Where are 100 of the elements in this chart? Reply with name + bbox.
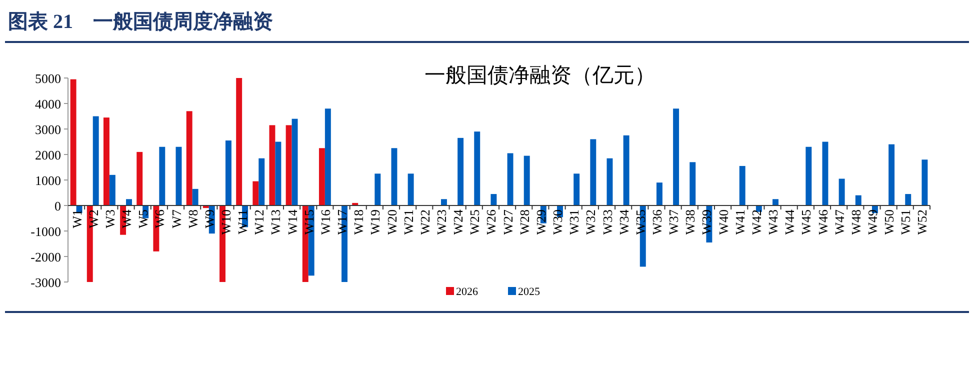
x-tick-label: W38 xyxy=(682,210,698,235)
x-tick-label: W15 xyxy=(301,210,316,235)
bar xyxy=(673,108,680,206)
x-tick-label: W10 xyxy=(218,210,234,235)
bar xyxy=(922,160,928,206)
x-tick-label: W6 xyxy=(152,209,168,228)
bar xyxy=(507,153,514,206)
x-tick-label: W37 xyxy=(666,209,682,235)
legend-label: 2026 xyxy=(456,286,478,298)
x-tick-label: W23 xyxy=(434,210,449,235)
bar xyxy=(225,140,232,206)
y-tick-label: 1000 xyxy=(35,173,61,188)
x-tick-label: W18 xyxy=(351,210,366,235)
x-tick-label: W5 xyxy=(136,210,151,228)
x-tick-label: W48 xyxy=(848,210,864,235)
x-tick-label: W3 xyxy=(102,210,118,228)
bar xyxy=(490,194,497,206)
x-tick-label: W33 xyxy=(600,210,615,235)
bar xyxy=(192,188,198,206)
bar xyxy=(458,138,464,206)
x-tick-label: W32 xyxy=(583,210,598,235)
y-tick-label: -1000 xyxy=(30,224,61,239)
y-tick-label: 0 xyxy=(54,198,61,214)
chart-title: 图表 21 一般国债周度净融资 xyxy=(8,10,273,33)
x-tick-label: W29 xyxy=(533,210,548,235)
bar xyxy=(292,118,298,206)
x-tick-label: W26 xyxy=(484,209,499,235)
bar xyxy=(70,79,76,206)
bar xyxy=(440,199,447,206)
bar xyxy=(258,158,265,206)
x-tick-label: W41 xyxy=(732,210,748,235)
legend-label: 2025 xyxy=(518,286,540,298)
bar xyxy=(606,158,613,206)
chart-subtitle: 一般国债净融资（亿元） xyxy=(424,63,656,87)
y-tick-label: 4000 xyxy=(35,96,61,112)
bar xyxy=(286,125,292,206)
bar xyxy=(186,111,192,206)
bar xyxy=(236,78,242,206)
bar xyxy=(408,174,414,206)
x-tick-label: W51 xyxy=(898,210,914,235)
x-tick-label: W13 xyxy=(268,210,284,235)
x-tick-label: W50 xyxy=(882,210,897,235)
x-tick-label: W52 xyxy=(914,210,930,235)
bar xyxy=(374,174,381,206)
x-tick-label: W35 xyxy=(632,210,648,235)
bar xyxy=(905,194,912,206)
bar xyxy=(324,108,331,206)
x-tick-label: W40 xyxy=(716,210,731,235)
bar xyxy=(474,132,480,206)
x-tick-label: W30 xyxy=(550,210,566,235)
y-tick-label: 2000 xyxy=(35,148,61,162)
x-tick-label: W25 xyxy=(467,210,482,235)
bar xyxy=(275,142,282,206)
x-tick-label: W17 xyxy=(334,209,350,235)
x-tick-label: W11 xyxy=(235,210,250,234)
bar xyxy=(739,166,746,206)
bar xyxy=(806,146,812,206)
bar xyxy=(656,182,662,206)
x-tick-label: W42 xyxy=(748,210,764,235)
bar xyxy=(855,195,862,206)
x-tick-label: W7 xyxy=(168,209,184,228)
bar xyxy=(690,162,696,206)
x-tick-label: W45 xyxy=(798,210,814,235)
x-tick-label: W47 xyxy=(832,209,847,235)
x-tick-label: W20 xyxy=(384,210,400,235)
y-tick-label: -2000 xyxy=(30,250,61,264)
bar xyxy=(623,135,630,206)
x-tick-label: W22 xyxy=(417,210,432,235)
x-tick-label: W1 xyxy=(69,210,84,228)
x-tick-label: W49 xyxy=(864,210,880,235)
bar xyxy=(822,142,828,206)
bar xyxy=(269,125,276,206)
x-tick-label: W14 xyxy=(284,209,300,235)
bar xyxy=(252,181,259,206)
bar xyxy=(391,148,398,206)
x-tick-label: W24 xyxy=(450,209,466,235)
bar xyxy=(126,199,132,206)
bar xyxy=(109,174,116,206)
x-tick-label: W8 xyxy=(185,210,200,228)
y-tick-label: 5000 xyxy=(35,71,61,86)
x-tick-label: W16 xyxy=(318,209,333,235)
x-tick-label: W19 xyxy=(368,210,383,235)
bar xyxy=(574,174,580,206)
x-tick-label: W46 xyxy=(815,209,830,235)
x-tick-label: W2 xyxy=(86,210,101,228)
bar xyxy=(772,199,778,206)
x-tick-label: W31 xyxy=(566,210,582,235)
x-tick-label: W43 xyxy=(766,210,781,235)
bar xyxy=(176,146,182,206)
y-tick-label: -3000 xyxy=(30,275,61,290)
x-tick-label: W39 xyxy=(699,210,714,235)
bar xyxy=(524,156,530,206)
bar xyxy=(136,152,143,206)
x-tick-label: W27 xyxy=(500,209,516,235)
bar xyxy=(159,146,166,206)
x-tick-label: W44 xyxy=(782,209,798,235)
bar xyxy=(92,116,99,206)
x-tick-label: W4 xyxy=(119,209,134,228)
x-tick-label: W9 xyxy=(202,210,217,228)
x-tick-label: W28 xyxy=(516,210,532,235)
